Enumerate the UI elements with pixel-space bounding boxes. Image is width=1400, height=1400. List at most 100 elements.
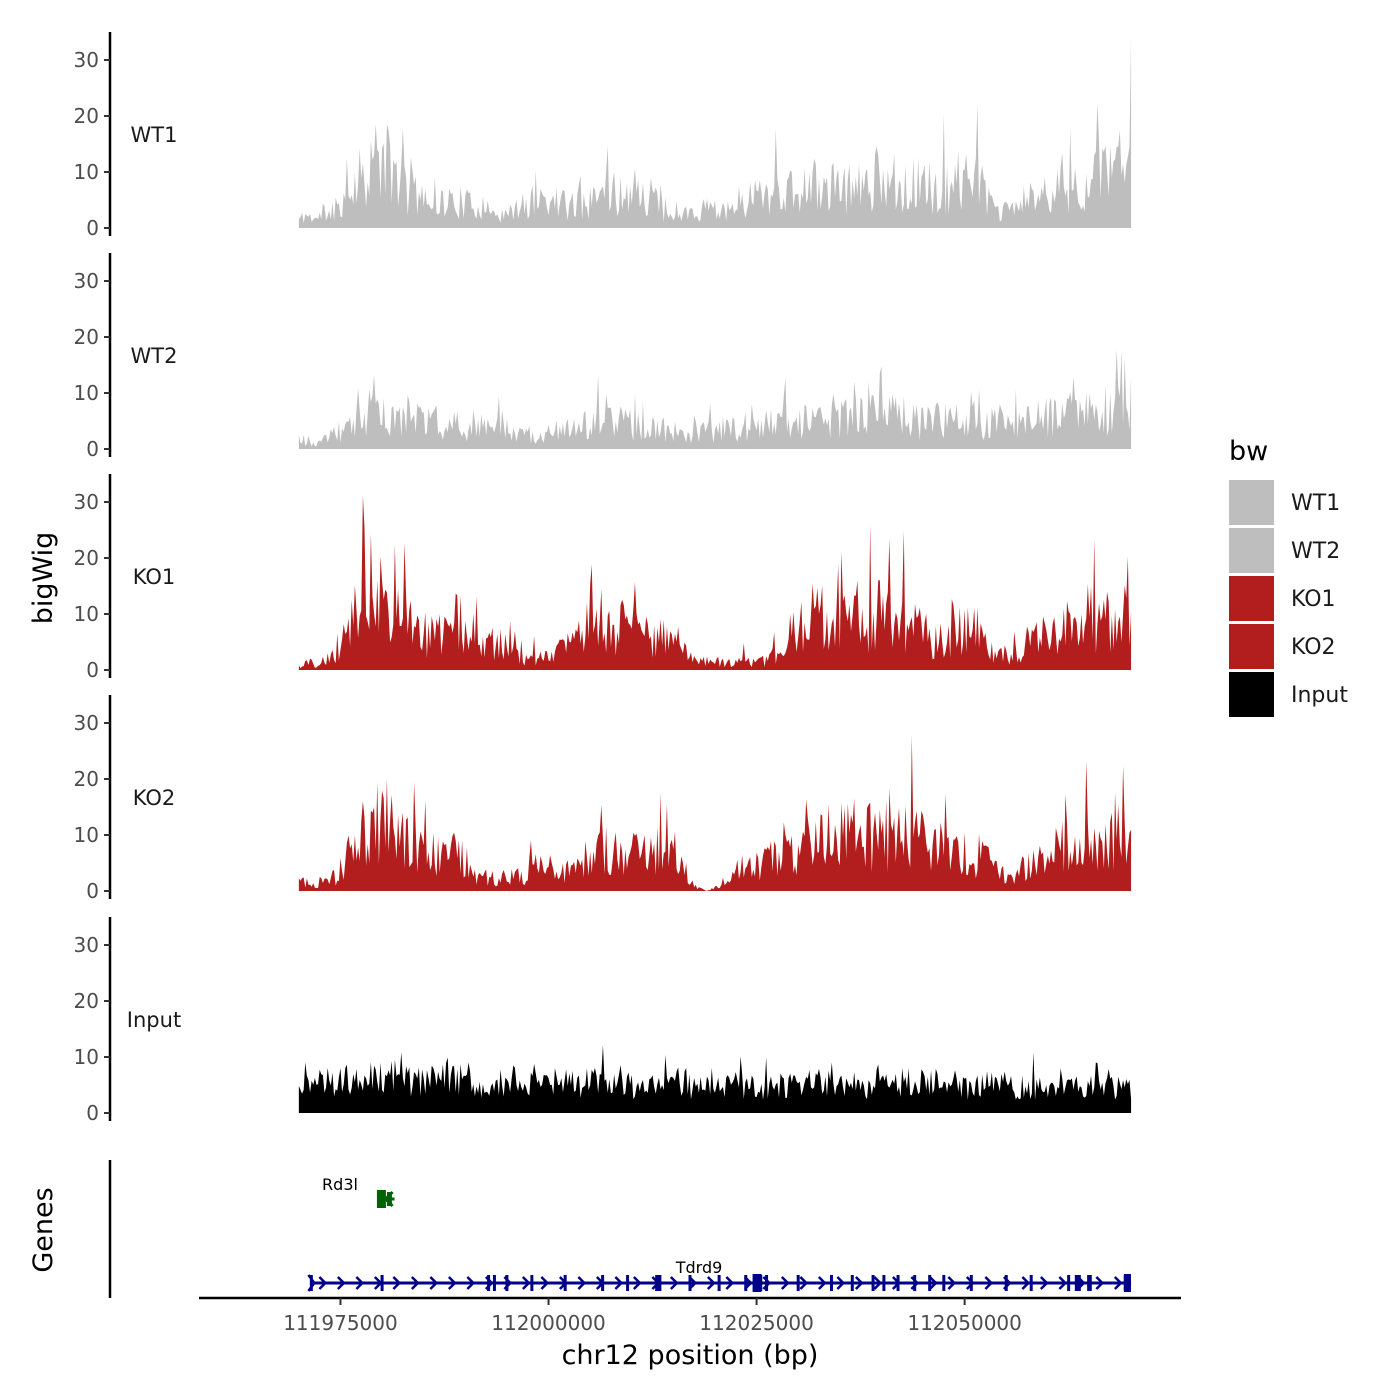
gene-exon — [309, 1275, 313, 1291]
gene-exon — [492, 1275, 496, 1291]
gene-exon — [1088, 1275, 1092, 1291]
track-label: WT1 — [131, 123, 178, 147]
coverage-area-ko1 — [298, 495, 1132, 670]
strand-arrow — [984, 1276, 994, 1290]
gene-label-tdrd9: Tdrd9 — [675, 1258, 723, 1277]
gene-exon — [386, 1192, 392, 1206]
strand-arrow — [355, 1276, 365, 1290]
legend-label-input: Input — [1291, 683, 1348, 708]
gene-exon — [717, 1275, 721, 1291]
y-tick-label: 30 — [74, 933, 99, 957]
gene-exon — [1123, 1274, 1131, 1292]
gene-exon — [530, 1275, 534, 1291]
coverage-area-wt1 — [298, 37, 1132, 228]
coverage-area-wt2 — [298, 349, 1132, 449]
gene-exon — [655, 1275, 662, 1291]
strand-arrow — [928, 1276, 938, 1290]
strand-arrow — [947, 1276, 957, 1290]
gene-exon — [896, 1275, 900, 1291]
gene-exon — [942, 1275, 946, 1291]
gene-exon — [1087, 1275, 1091, 1291]
track-ko2: 0 10 20 30 KO2 — [74, 695, 1132, 903]
y-tick-label: 30 — [74, 711, 99, 735]
strand-arrow — [780, 1276, 790, 1290]
strand-arrow — [447, 1276, 457, 1290]
strand-arrow — [383, 1190, 394, 1208]
track-label: WT2 — [131, 344, 178, 368]
y-tick-label: 0 — [86, 1101, 99, 1125]
legend-swatch-ko2 — [1229, 624, 1274, 669]
genes-panel: Genes Rd3l Tdrd9 — [28, 1160, 1132, 1298]
legend-label-wt1: WT1 — [1291, 491, 1340, 516]
legend-swatch-wt1 — [1229, 480, 1274, 525]
strand-arrow — [307, 1274, 316, 1292]
strand-arrow — [410, 1276, 420, 1290]
strand-arrow — [873, 1276, 883, 1290]
legend-label-ko1: KO1 — [1291, 587, 1336, 612]
x-tick-label: 112000000 — [491, 1311, 606, 1335]
strand-arrow — [854, 1276, 864, 1290]
legend: bw WT1 WT2 KO1 KO2 Input — [1229, 436, 1348, 717]
x-tick-label: 111975000 — [283, 1311, 398, 1335]
legend-swatch-input — [1229, 672, 1274, 717]
strand-arrow — [725, 1276, 735, 1290]
legend-title: bw — [1229, 436, 1268, 467]
track-label: KO1 — [133, 565, 176, 589]
gene-exon — [688, 1275, 692, 1291]
gene-label-rd3l: Rd3l — [322, 1175, 358, 1194]
gene-exon — [882, 1275, 886, 1291]
gene-exon — [829, 1275, 833, 1291]
gene-exon — [626, 1275, 630, 1291]
x-axis-title: chr12 position (bp) — [562, 1340, 819, 1371]
x-tick-label: 112050000 — [907, 1311, 1022, 1335]
y-tick-label: 10 — [74, 823, 99, 847]
strand-arrow — [336, 1276, 346, 1290]
strand-arrow — [1058, 1276, 1068, 1290]
strand-arrow — [1021, 1276, 1031, 1290]
gene-exon — [913, 1275, 917, 1291]
y-tick-label: 0 — [86, 658, 99, 682]
y-tick-label: 30 — [74, 490, 99, 514]
gene-exon — [1004, 1275, 1008, 1291]
strand-arrow — [1039, 1276, 1049, 1290]
gene-rd3l: Rd3l — [322, 1175, 395, 1208]
strand-arrow — [466, 1276, 476, 1290]
strand-arrow — [521, 1276, 531, 1290]
y-tick-label: 0 — [86, 437, 99, 461]
genes-axis-title: Genes — [28, 1187, 59, 1272]
gene-exon — [380, 1275, 384, 1291]
gene-exon — [850, 1275, 854, 1291]
gene-exon — [969, 1275, 973, 1291]
y-tick-label: 20 — [74, 104, 99, 128]
track-wt1: 0 10 20 30 WT1 — [74, 32, 1132, 240]
y-tick-label: 20 — [74, 325, 99, 349]
y-tick-label: 10 — [74, 160, 99, 184]
y-tick-label: 20 — [74, 989, 99, 1013]
strand-arrow — [540, 1276, 550, 1290]
y-tick-label: 10 — [74, 381, 99, 405]
gene-exon — [563, 1275, 567, 1291]
gene-exon — [601, 1275, 605, 1291]
gene-exon — [1029, 1275, 1033, 1291]
coverage-area-ko2 — [298, 735, 1132, 891]
strand-arrow — [1095, 1276, 1105, 1290]
y-tick-label: 20 — [74, 546, 99, 570]
strand-arrow — [632, 1276, 642, 1290]
strand-arrow — [836, 1276, 846, 1290]
gene-exon — [744, 1275, 748, 1291]
y-tick-label: 10 — [74, 1045, 99, 1069]
strand-arrow — [669, 1276, 679, 1290]
x-tick-label: 112025000 — [699, 1311, 814, 1335]
track-wt2: 0 10 20 30 WT2 — [74, 253, 1132, 461]
y-tick-label: 20 — [74, 767, 99, 791]
track-label: KO2 — [133, 786, 176, 810]
track-label: Input — [127, 1008, 181, 1032]
y-tick-label: 0 — [86, 216, 99, 240]
gene-exon — [752, 1274, 762, 1292]
strand-arrow — [706, 1276, 716, 1290]
gene-exon — [871, 1275, 875, 1291]
gene-exon — [487, 1275, 491, 1291]
gene-exon — [1074, 1275, 1081, 1291]
coverage-area-input — [298, 1044, 1132, 1113]
